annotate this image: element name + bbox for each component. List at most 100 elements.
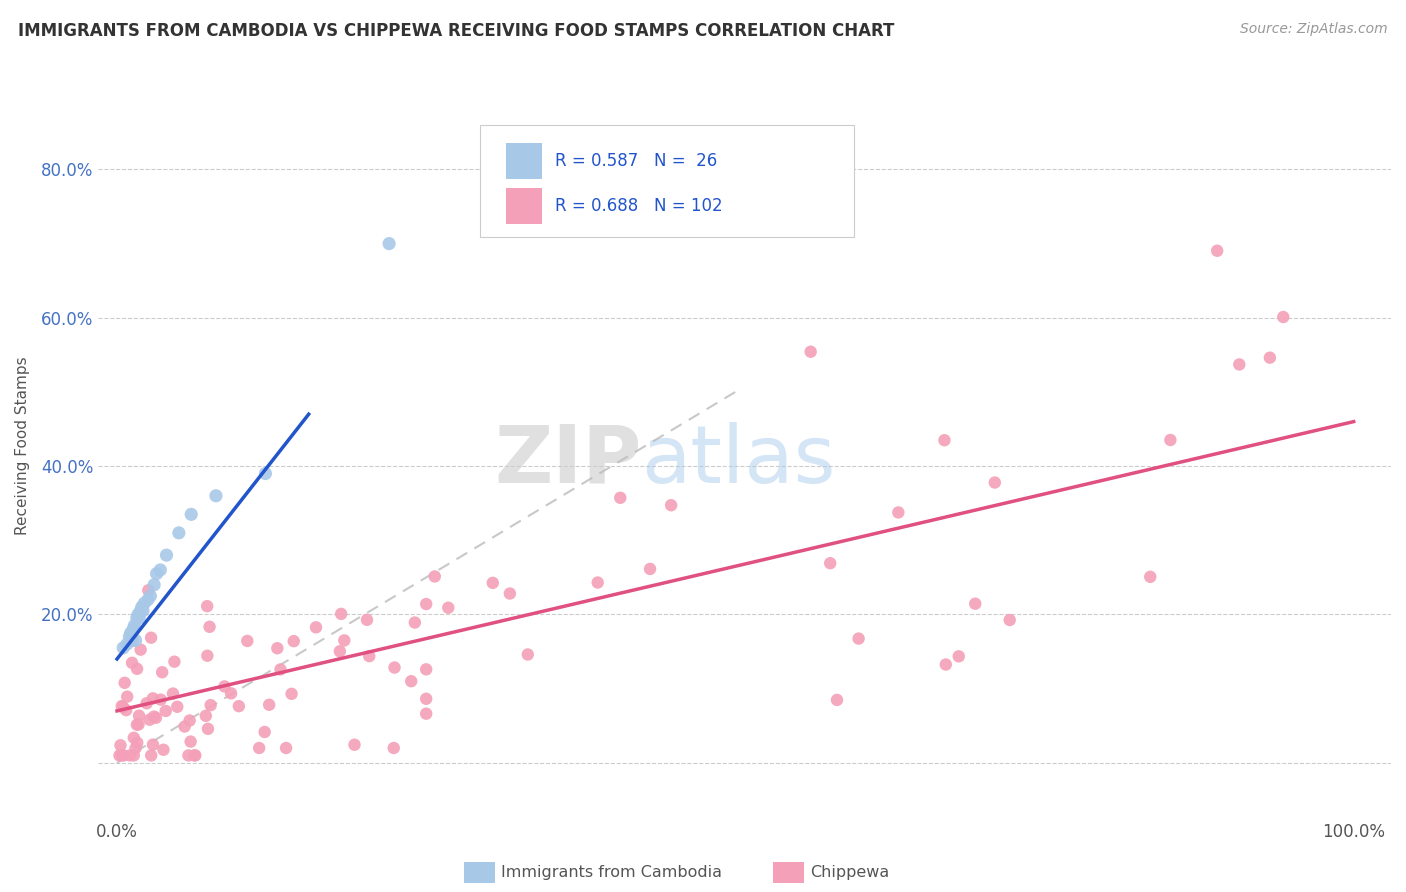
Point: [423, 569, 446, 583]
Point: [155, 548, 177, 562]
Text: R = 0.688   N = 102: R = 0.688 N = 102: [554, 196, 723, 215]
Point: [122, 623, 145, 637]
Point: [121, 634, 143, 648]
Point: [333, 633, 356, 648]
Point: [1272, 310, 1295, 324]
Point: [139, 589, 162, 603]
Point: [1258, 351, 1281, 365]
Point: [1206, 244, 1229, 258]
Point: [228, 699, 250, 714]
Point: [142, 691, 165, 706]
Bar: [506, 143, 541, 178]
Point: [935, 657, 957, 672]
Text: Immigrants from Cambodia: Immigrants from Cambodia: [501, 865, 721, 880]
Point: [280, 687, 302, 701]
Point: [254, 467, 277, 481]
Point: [118, 748, 141, 763]
Point: [887, 505, 910, 519]
Point: [404, 615, 426, 630]
Point: [499, 586, 522, 600]
Point: [143, 709, 166, 723]
Point: [378, 236, 401, 251]
Bar: [506, 188, 541, 224]
Point: [124, 618, 146, 632]
Point: [609, 491, 631, 505]
Y-axis label: Receiving Food Stamps: Receiving Food Stamps: [15, 357, 30, 535]
Point: [437, 600, 460, 615]
Point: [415, 706, 437, 721]
Point: [127, 607, 149, 622]
Text: atlas: atlas: [641, 422, 835, 500]
Point: [800, 344, 823, 359]
Point: [110, 739, 132, 753]
Point: [138, 583, 160, 598]
Point: [142, 738, 165, 752]
Point: [114, 675, 136, 690]
Point: [125, 611, 148, 625]
Point: [121, 656, 143, 670]
Point: [180, 508, 202, 522]
Point: [111, 700, 134, 714]
Point: [516, 648, 538, 662]
Point: [184, 748, 207, 763]
Point: [934, 434, 956, 448]
Point: [118, 630, 141, 644]
Point: [1227, 358, 1250, 372]
Point: [121, 633, 143, 648]
Point: [998, 613, 1021, 627]
Point: [128, 708, 150, 723]
Point: [638, 562, 661, 576]
Point: [415, 691, 437, 706]
Point: [115, 703, 138, 717]
Point: [848, 632, 870, 646]
Point: [179, 714, 201, 728]
Point: [134, 596, 156, 610]
Point: [132, 604, 155, 618]
Point: [197, 722, 219, 736]
Point: [1159, 433, 1181, 447]
Point: [198, 620, 221, 634]
Point: [384, 660, 406, 674]
Point: [359, 649, 381, 664]
Point: [115, 637, 138, 651]
Point: [128, 611, 150, 625]
Point: [180, 734, 202, 748]
Point: [214, 680, 236, 694]
Text: IMMIGRANTS FROM CAMBODIA VS CHIPPEWA RECEIVING FOOD STAMPS CORRELATION CHART: IMMIGRANTS FROM CAMBODIA VS CHIPPEWA REC…: [18, 22, 894, 40]
Point: [659, 498, 682, 512]
Text: R = 0.587   N =  26: R = 0.587 N = 26: [554, 152, 717, 170]
Point: [131, 600, 153, 615]
Point: [141, 748, 163, 763]
Point: [135, 696, 157, 710]
Point: [143, 578, 166, 592]
Point: [138, 713, 160, 727]
Point: [150, 665, 173, 680]
Point: [127, 736, 149, 750]
Point: [247, 741, 270, 756]
Point: [257, 698, 280, 712]
Point: [356, 613, 378, 627]
Point: [145, 711, 167, 725]
Point: [112, 748, 135, 763]
Point: [283, 634, 305, 648]
Point: [399, 674, 422, 689]
Point: [128, 717, 150, 731]
Text: ZIP: ZIP: [494, 422, 641, 500]
Point: [343, 738, 366, 752]
Point: [825, 693, 848, 707]
Text: Chippewa: Chippewa: [810, 865, 889, 880]
Point: [120, 626, 142, 640]
Point: [818, 556, 841, 570]
Point: [122, 748, 145, 763]
Point: [163, 655, 186, 669]
Point: [274, 741, 297, 756]
Point: [162, 687, 184, 701]
Point: [167, 525, 190, 540]
Point: [110, 748, 132, 763]
Point: [152, 743, 174, 757]
Point: [194, 709, 217, 723]
Point: [111, 699, 134, 714]
FancyBboxPatch shape: [479, 125, 855, 237]
Point: [984, 475, 1007, 490]
Point: [149, 563, 172, 577]
